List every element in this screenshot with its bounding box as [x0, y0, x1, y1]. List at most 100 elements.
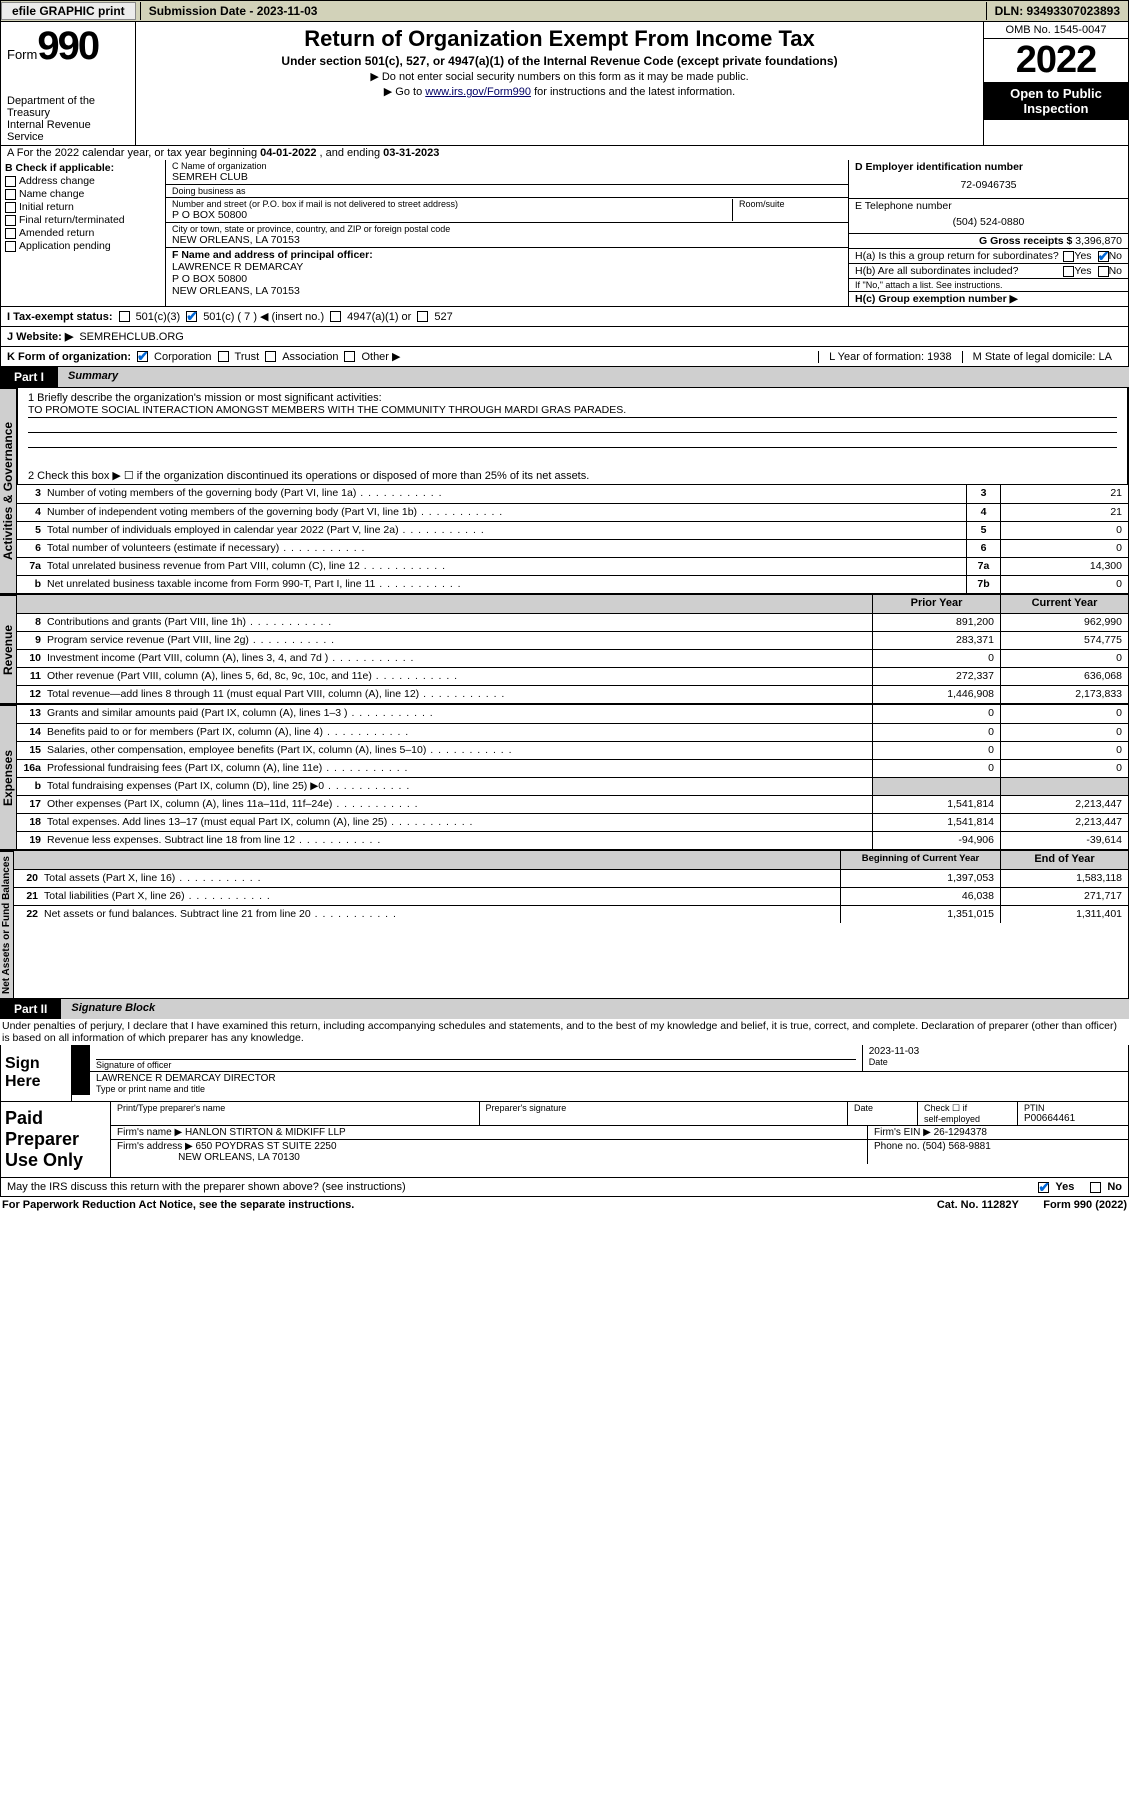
checkbox-501c[interactable] [186, 311, 197, 322]
expenses-label: Expenses [0, 705, 17, 850]
line-22: 22Net assets or fund balances. Subtract … [14, 905, 1128, 923]
form-subtitle-2: ▶ Do not enter social security numbers o… [144, 70, 975, 83]
state-domicile: M State of legal domicile: LA [962, 351, 1122, 363]
checkbox-corp[interactable] [137, 351, 148, 362]
may-discuss-row: May the IRS discuss this return with the… [0, 1178, 1129, 1197]
line-14: 14Benefits paid to or for members (Part … [17, 723, 1128, 741]
begin-year-header: Beginning of Current Year [840, 851, 1000, 869]
hc-label: H(c) Group exemption number ▶ [849, 292, 1128, 306]
form-header: Form990 Department of the Treasury Inter… [0, 22, 1129, 146]
section-net-assets: Net Assets or Fund Balances Beginning of… [0, 850, 1129, 999]
firm-name: HANLON STIRTON & MIDKIFF LLP [185, 1127, 346, 1138]
year-formation: L Year of formation: 1938 [818, 351, 962, 363]
row-i-tax-status: I Tax-exempt status: 501(c)(3) 501(c) ( … [0, 307, 1129, 327]
officer-name: LAWRENCE R DEMARCAY [172, 261, 842, 273]
ha-label: H(a) Is this a group return for subordin… [855, 250, 1063, 262]
submission-date: Submission Date - 2023-11-03 [140, 2, 326, 20]
revenue-label: Revenue [0, 595, 17, 704]
governance-label: Activities & Governance [0, 388, 17, 594]
firm-addr2: NEW ORLEANS, LA 70130 [178, 1152, 300, 1163]
checkbox-hb-yes[interactable] [1063, 266, 1074, 277]
officer-signature-line[interactable] [96, 1046, 856, 1060]
line-8: 8Contributions and grants (Part VIII, li… [17, 613, 1128, 631]
checkbox-527[interactable] [417, 311, 428, 322]
section-revenue: Revenue Prior Year Current Year 8Contrib… [0, 594, 1129, 704]
phone-value: (504) 524-0880 [855, 212, 1122, 232]
officer-addr2: NEW ORLEANS, LA 70153 [172, 285, 842, 297]
line-15: 15Salaries, other compensation, employee… [17, 741, 1128, 759]
col-b-checkboxes: B Check if applicable: Address change Na… [1, 160, 166, 306]
checkbox-other[interactable] [344, 351, 355, 362]
line-20: 20Total assets (Part X, line 16)1,397,05… [14, 869, 1128, 887]
paid-preparer-label: Paid Preparer Use Only [1, 1102, 111, 1177]
form-title: Return of Organization Exempt From Incom… [144, 26, 975, 52]
website-value: SEMREHCLUB.ORG [79, 331, 184, 343]
officer-addr1: P O BOX 50800 [172, 273, 842, 285]
firm-addr1: 650 POYDRAS ST SUITE 2250 [196, 1141, 337, 1152]
ptin-value: P00664461 [1024, 1113, 1122, 1124]
firm-ein: 26-1294378 [934, 1127, 987, 1138]
row-a-tax-year: A For the 2022 calendar year, or tax yea… [0, 146, 1129, 160]
mission-text: TO PROMOTE SOCIAL INTERACTION AMONGST ME… [28, 404, 1117, 418]
street-label: Number and street (or P.O. box if mail i… [172, 199, 732, 209]
line-21: 21Total liabilities (Part X, line 26)46,… [14, 887, 1128, 905]
gov-line-5: 5Total number of individuals employed in… [17, 521, 1128, 539]
line-9: 9Program service revenue (Part VIII, lin… [17, 631, 1128, 649]
gov-line-4: 4Number of independent voting members of… [17, 503, 1128, 521]
checkbox-may-yes[interactable] [1038, 1182, 1049, 1193]
org-name-label: C Name of organization [172, 161, 842, 171]
signature-intro: Under penalties of perjury, I declare th… [0, 1019, 1129, 1045]
part-i-header: Part I Summary [0, 367, 1129, 387]
city-label: City or town, state or province, country… [172, 224, 842, 234]
checkbox-501c3[interactable] [119, 311, 130, 322]
line-16a: 16aProfessional fundraising fees (Part I… [17, 759, 1128, 777]
room-label: Room/suite [739, 199, 842, 209]
org-name: SEMREH CLUB [172, 171, 842, 183]
prior-year-header: Prior Year [872, 595, 1000, 613]
line-10: 10Investment income (Part VIII, column (… [17, 649, 1128, 667]
line-1-label: 1 Briefly describe the organization's mi… [28, 392, 1117, 404]
officer-label: F Name and address of principal officer: [172, 249, 842, 261]
irs-link[interactable]: www.irs.gov/Form990 [425, 86, 531, 98]
firm-phone: (504) 568-9881 [922, 1141, 990, 1152]
line-11: 11Other revenue (Part VIII, column (A), … [17, 667, 1128, 685]
street-value: P O BOX 50800 [172, 209, 732, 221]
efile-button[interactable]: efile GRAPHIC print [1, 2, 136, 20]
gross-receipts-label: G Gross receipts $ [979, 235, 1075, 247]
checkbox-trust[interactable] [218, 351, 229, 362]
part-ii-header: Part II Signature Block [0, 999, 1129, 1019]
phone-label: E Telephone number [855, 200, 1122, 212]
checkbox-assoc[interactable] [265, 351, 276, 362]
gov-line-6: 6Total number of volunteers (estimate if… [17, 539, 1128, 557]
checkbox-amended[interactable] [5, 228, 16, 239]
sign-date: 2023-11-03 [869, 1046, 1122, 1057]
net-assets-label: Net Assets or Fund Balances [0, 851, 14, 999]
checkbox-4947[interactable] [330, 311, 341, 322]
checkbox-ha-no[interactable] [1098, 251, 1109, 262]
row-j-website: J Website: ▶ SEMREHCLUB.ORG [0, 327, 1129, 347]
line-19: 19Revenue less expenses. Subtract line 1… [17, 831, 1128, 849]
checkbox-may-no[interactable] [1090, 1182, 1101, 1193]
section-expenses: Expenses 13Grants and similar amounts pa… [0, 704, 1129, 850]
checkbox-application-pending[interactable] [5, 241, 16, 252]
city-value: NEW ORLEANS, LA 70153 [172, 234, 842, 246]
sign-here-label: Sign Here [1, 1045, 71, 1101]
checkbox-hb-no[interactable] [1098, 266, 1109, 277]
dln: DLN: 93493307023893 [986, 2, 1128, 20]
dba-label: Doing business as [172, 186, 842, 196]
arrow-icon [72, 1045, 90, 1071]
checkbox-final-return[interactable] [5, 215, 16, 226]
form-subtitle-3: ▶ Go to www.irs.gov/Form990 for instruct… [144, 85, 975, 98]
line-b: bTotal fundraising expenses (Part IX, co… [17, 777, 1128, 795]
irs-label: Internal Revenue Service [7, 119, 129, 143]
checkbox-ha-yes[interactable] [1063, 251, 1074, 262]
line-17: 17Other expenses (Part IX, column (A), l… [17, 795, 1128, 813]
line-18: 18Total expenses. Add lines 13–17 (must … [17, 813, 1128, 831]
checkbox-initial-return[interactable] [5, 202, 16, 213]
current-year-header: Current Year [1000, 595, 1128, 613]
sign-here-block: Sign Here Signature of officer 2023-11-0… [0, 1045, 1129, 1102]
page-footer: For Paperwork Reduction Act Notice, see … [0, 1197, 1129, 1213]
paid-preparer-block: Paid Preparer Use Only Print/Type prepar… [0, 1102, 1129, 1178]
checkbox-name-change[interactable] [5, 189, 16, 200]
checkbox-address-change[interactable] [5, 176, 16, 187]
